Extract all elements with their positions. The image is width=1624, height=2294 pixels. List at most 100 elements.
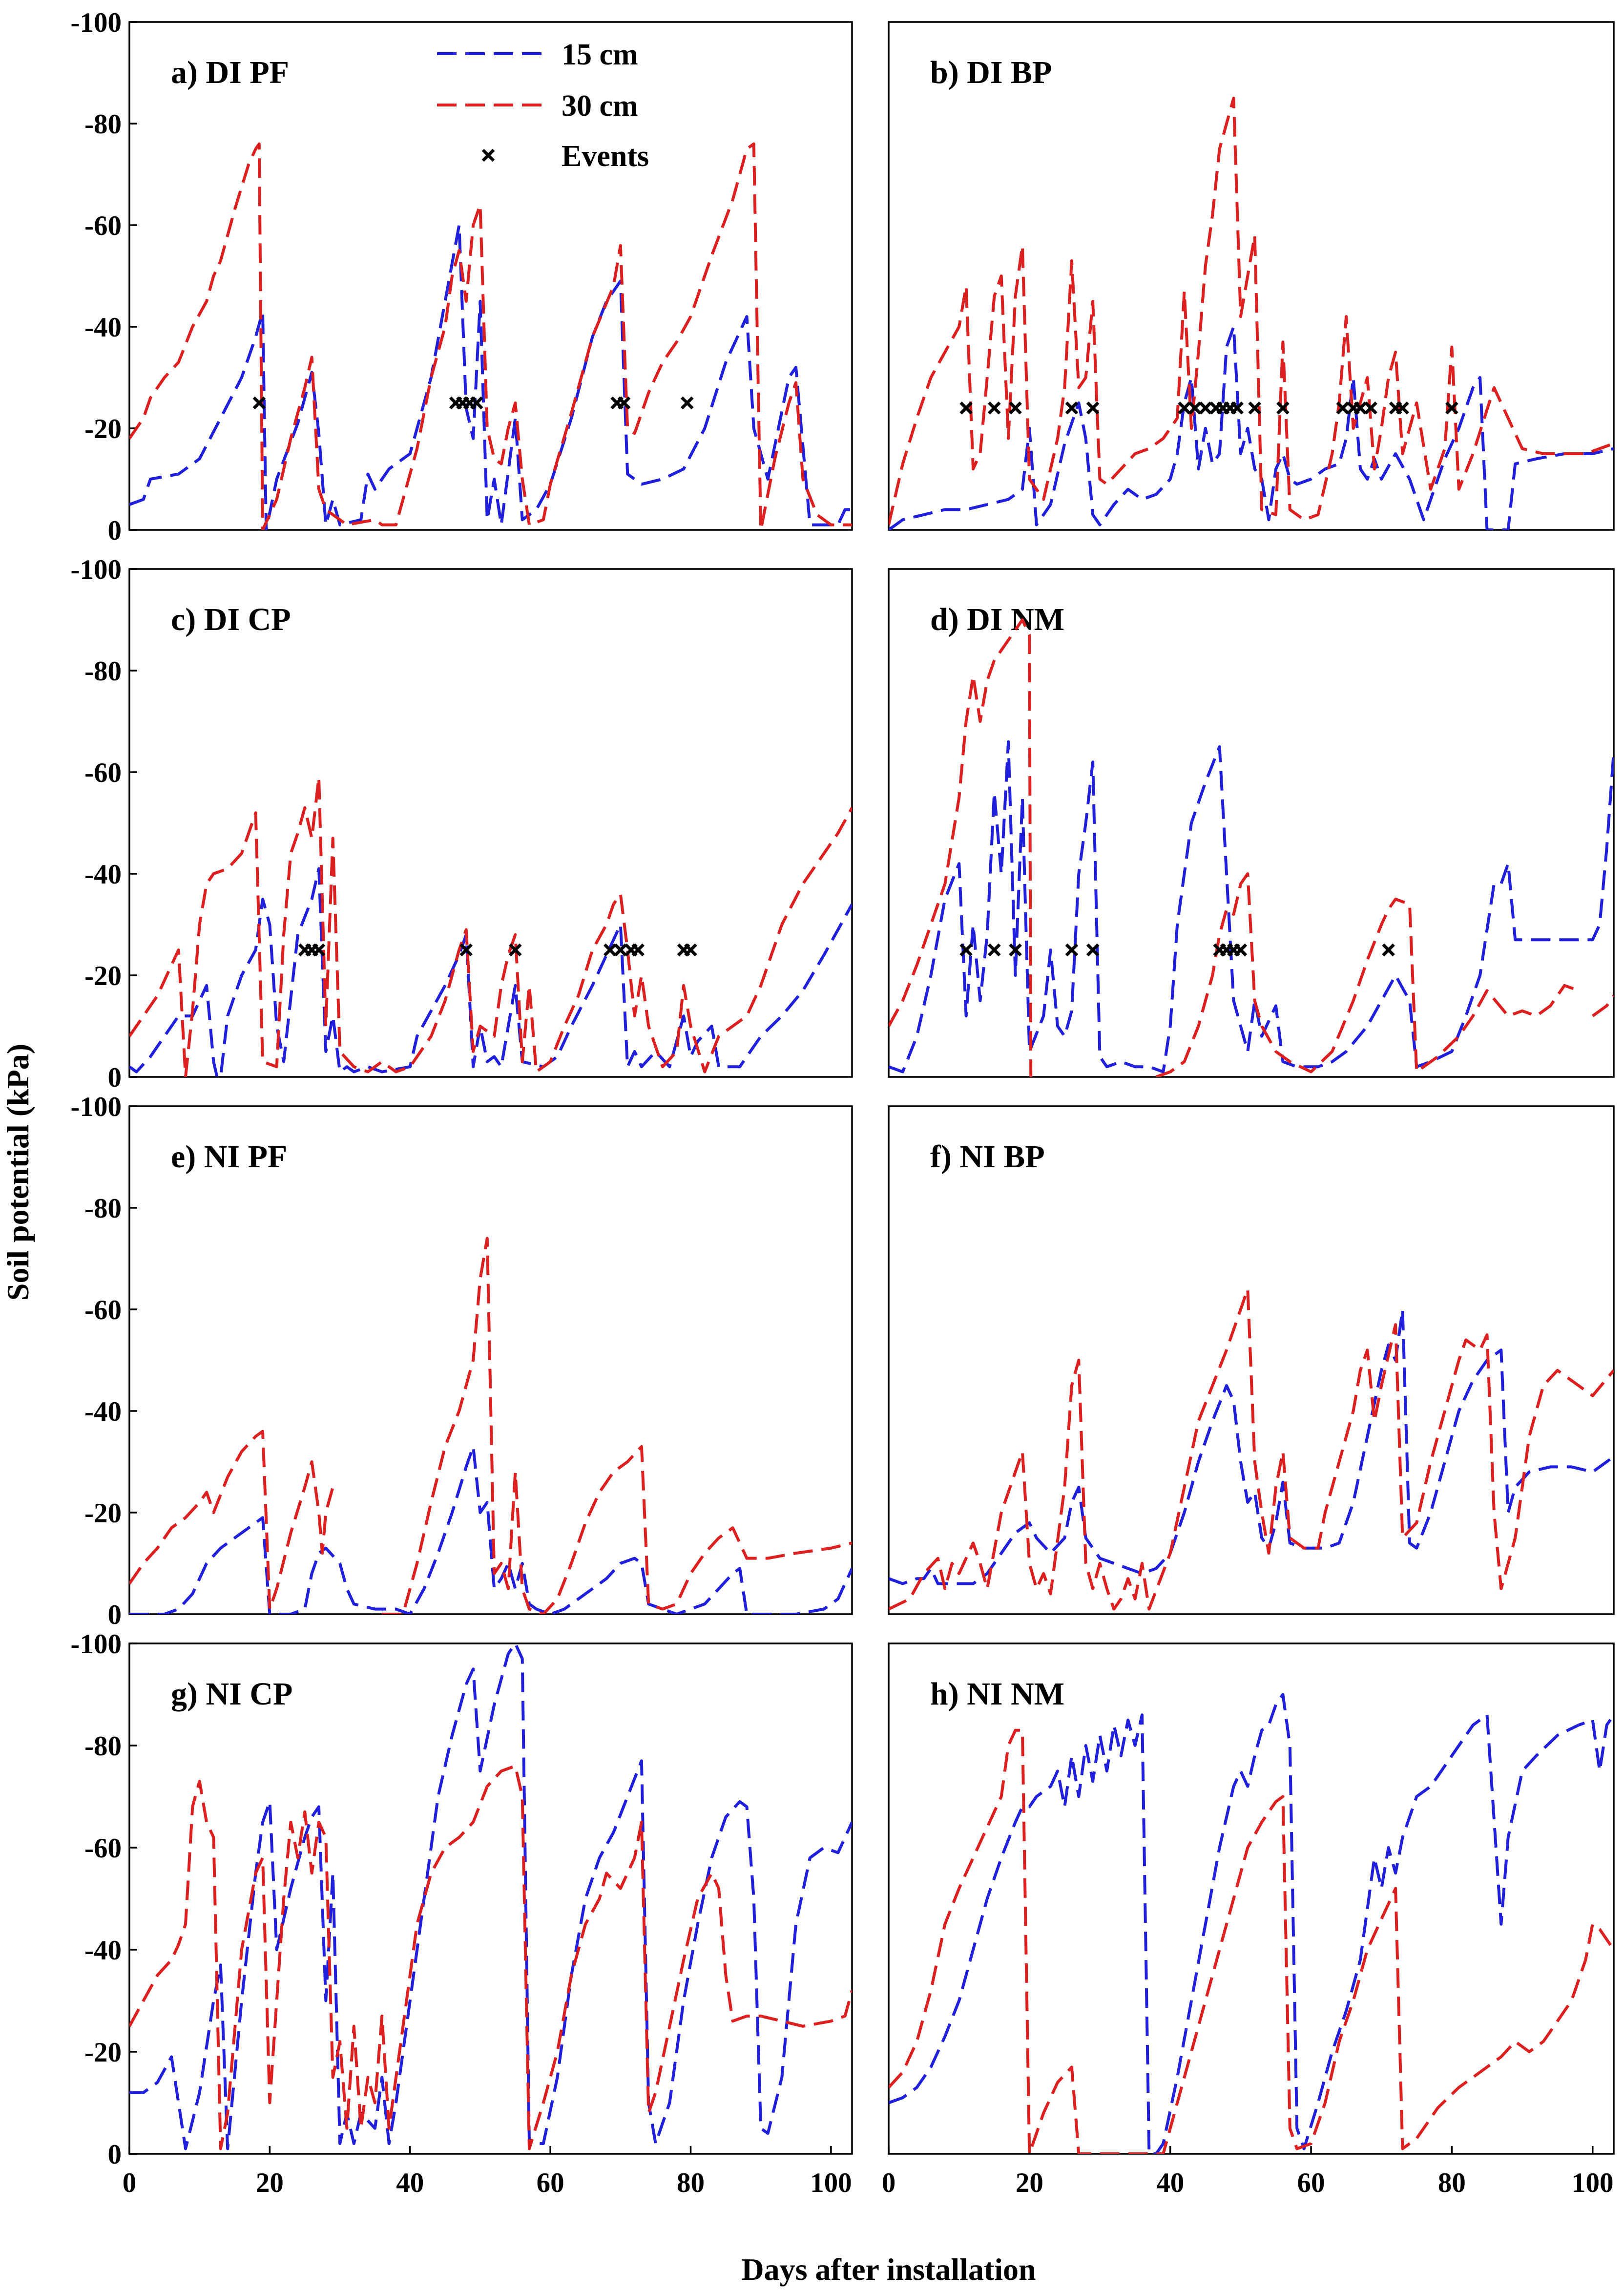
x-tick-label: 80 <box>677 2168 705 2198</box>
panel-b-di-bp: b) DI BP <box>888 21 1615 531</box>
y-tick-label: -20 <box>84 2037 122 2068</box>
series-30cm-line <box>1591 994 1614 1017</box>
panel-title: g) NI CP <box>171 1676 292 1712</box>
series-30cm-line <box>889 618 1033 1077</box>
x-tick-label: 100 <box>1572 2168 1614 2198</box>
event-marker <box>1248 401 1261 415</box>
series-15cm-line <box>129 224 852 530</box>
y-tick-label: -60 <box>84 758 122 788</box>
event-marker <box>1353 401 1367 415</box>
y-tick-label: 0 <box>108 1599 122 1630</box>
event-marker <box>1445 401 1458 415</box>
series-15cm-line <box>889 1308 1614 1585</box>
series-15cm-line <box>889 1693 1614 2154</box>
event-marker <box>1009 943 1022 957</box>
legend-15cm-label: 15 cm <box>562 38 638 71</box>
panel-h-ni-nm: h) NI NM 0 20 40 60 80 100 <box>882 1642 1615 2198</box>
series-30cm-line <box>889 1287 1614 1611</box>
panel-f-ni-bp: f) NI BP <box>888 1105 1615 1615</box>
event-marker <box>312 943 326 957</box>
y-tick-label: -80 <box>84 656 122 687</box>
series-30cm-line <box>1155 872 1579 1077</box>
series-30cm-line <box>129 776 852 1077</box>
panel-frame <box>128 1105 853 1615</box>
event-marker <box>1336 401 1350 415</box>
panel-title: d) DI NM <box>930 602 1064 637</box>
legend: 15 cm 30 cm Events <box>437 38 649 173</box>
series-30cm-line <box>889 1728 1614 2154</box>
event-marker <box>1086 943 1100 957</box>
x-tick-label: 40 <box>396 2168 424 2198</box>
event-marker <box>1382 943 1395 957</box>
event-marker <box>1199 401 1212 415</box>
event-marker <box>681 396 694 410</box>
event-marker <box>1234 943 1248 957</box>
event-marker <box>1009 401 1022 415</box>
event-marker <box>470 396 483 410</box>
x-axis-title: Days after installation <box>741 2252 1036 2287</box>
legend-events-marker <box>481 148 495 162</box>
panel-frame <box>888 1105 1615 1615</box>
panel-frame <box>888 568 1615 1078</box>
event-marker <box>252 396 266 410</box>
y-tick-label: -40 <box>84 1396 122 1427</box>
y-tick-label: -100 <box>71 554 122 585</box>
panel-title: c) DI CP <box>171 602 291 637</box>
event-marker <box>988 401 1001 415</box>
event-marker <box>1086 401 1100 415</box>
event-marker <box>684 943 697 957</box>
y-tick-label: -80 <box>84 1731 122 1762</box>
x-tick-label: 0 <box>882 2168 896 2198</box>
panel-frame <box>128 568 853 1078</box>
panel-title: a) DI PF <box>171 55 289 90</box>
y-tick-label: -20 <box>84 1498 122 1529</box>
y-axis-title: Soil potential (kPa) <box>0 1044 35 1301</box>
panel-frame <box>128 1642 853 2155</box>
x-tick-label: 20 <box>1016 2168 1043 2198</box>
panel-frame <box>888 1642 1615 2155</box>
event-marker <box>459 943 473 957</box>
legend-30cm-label: 30 cm <box>562 89 638 123</box>
panels: a) DI PF 0 -20 -40 -60 -80 -100 b) DI BP c) DI C… <box>71 7 1615 2198</box>
series-30cm-line <box>129 142 852 530</box>
y-tick-label: -100 <box>71 1629 122 1660</box>
event-marker <box>1230 401 1244 415</box>
panel-c-di-cp: c) DI CP 0 -20 -40 -60 -80 -100 <box>71 554 853 1093</box>
event-marker <box>1065 943 1079 957</box>
panel-title: e) NI PF <box>171 1139 287 1175</box>
panel-d-di-nm: d) DI NM <box>888 568 1615 1078</box>
y-tick-label: 0 <box>108 2139 122 2170</box>
series-30cm-line <box>129 1764 852 2150</box>
event-marker <box>1065 401 1079 415</box>
y-tick-label: -60 <box>84 210 122 241</box>
legend-events-label: Events <box>562 140 649 173</box>
y-tick-label: -40 <box>84 1935 122 1966</box>
event-marker <box>988 943 1001 957</box>
x-tick-label: 60 <box>537 2168 564 2198</box>
y-tick-label: -80 <box>84 1193 122 1224</box>
series-15cm-line <box>129 1643 852 2150</box>
series-15cm-line <box>129 867 852 1077</box>
x-tick-label: 20 <box>256 2168 284 2198</box>
y-tick-label: -40 <box>84 312 122 343</box>
series-15cm-line <box>889 325 1614 530</box>
event-marker <box>509 943 522 957</box>
y-tick-label: -80 <box>84 109 122 140</box>
event-marker <box>604 943 617 957</box>
x-tick-label: 0 <box>123 2168 137 2198</box>
y-tick-label: -40 <box>84 859 122 890</box>
y-tick-label: -60 <box>84 1833 122 1864</box>
panel-g-ni-cp: g) NI CP 0 -20 -40 -60 -80 -100 0 20 40 60 80 100 <box>71 1629 853 2198</box>
series-15cm-line <box>889 740 1614 1073</box>
panel-e-ni-pf: e) NI PF 0 -20 -40 -60 -80 -100 <box>71 1092 853 1630</box>
event-marker <box>1188 401 1202 415</box>
event-marker <box>1276 401 1290 415</box>
panel-title: f) NI BP <box>930 1139 1045 1175</box>
y-tick-label: -20 <box>84 414 122 444</box>
panel-title: h) NI NM <box>930 1676 1064 1712</box>
y-tick-label: -100 <box>71 1092 122 1122</box>
x-tick-label: 80 <box>1438 2168 1466 2198</box>
y-tick-label: 0 <box>108 515 122 546</box>
y-tick-label: 0 <box>108 1062 122 1093</box>
